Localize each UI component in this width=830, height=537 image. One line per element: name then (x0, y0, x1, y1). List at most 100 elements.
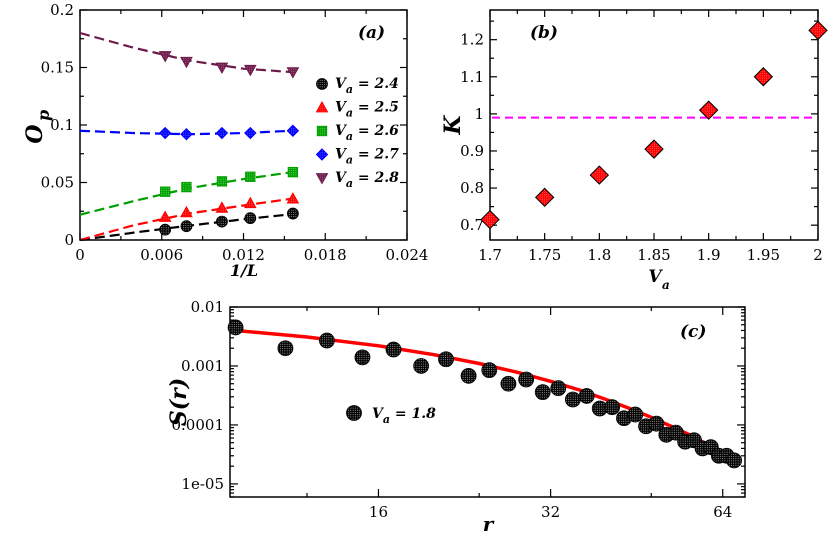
panel-c-fit-line (235, 328, 736, 466)
panel-a-ylabel: O p (22, 110, 53, 144)
legend-label-3: Va = 2.7 (335, 147, 399, 167)
y-tick-label: 0.7 (460, 216, 484, 234)
data-point (534, 384, 551, 401)
data-point (627, 406, 644, 423)
data-point (698, 100, 719, 120)
panel-c-label: (c) (680, 322, 706, 342)
x-tick-label: 2 (813, 246, 823, 264)
panel-b-points (480, 20, 828, 230)
data-point-series-2 (245, 171, 256, 182)
x-tick-label: 1.8 (587, 246, 611, 264)
legend-marker-2 (316, 125, 328, 137)
y-tick-label: 0.2 (50, 1, 74, 19)
legend-label-1: Va = 2.5 (335, 100, 399, 120)
data-point (564, 391, 581, 408)
y-tick-label: 0.001 (181, 357, 224, 375)
y-tick-label: 0.9 (460, 142, 484, 160)
data-point-series-0 (286, 207, 299, 220)
y-tick-label: 1.2 (460, 31, 484, 49)
panel-c-ylabel: S(r) (166, 378, 192, 426)
data-point (500, 375, 517, 392)
data-point (578, 388, 595, 404)
y-tick-label: 0.15 (41, 59, 74, 77)
panel-a-legend: Va = 2.4 Va = 2.5 Va = 2.6 Va = 2.7 Va = 2.8 (315, 76, 399, 190)
legend-marker-4 (315, 173, 329, 185)
data-point (534, 187, 555, 208)
data-point (518, 371, 535, 388)
data-point-series-4 (215, 62, 229, 75)
x-tick-label: 0 (75, 246, 85, 264)
data-point (753, 67, 774, 87)
panel-c-frame (229, 306, 746, 498)
data-point-series-4 (243, 64, 257, 77)
legend-marker (346, 405, 362, 421)
legend-label-0: Va = 2.4 (335, 76, 399, 96)
y-tick-label: 0.8 (460, 179, 484, 197)
data-point (480, 209, 500, 230)
panel-b-xlabel: V a (648, 267, 669, 292)
y-tick-label: 1e-05 (181, 475, 224, 493)
data-point-series-3 (215, 126, 229, 140)
data-point (648, 415, 665, 432)
x-tick-label: 1.75 (528, 246, 561, 264)
panel-c-ticks: 16 32 64 1e-05 0.0001 0.001 0.01 (172, 298, 745, 521)
y-tick-label: 0 (64, 231, 74, 249)
data-point-series-1 (158, 210, 172, 222)
legend-marker-3 (315, 148, 329, 161)
panel-a-label: (a) (358, 23, 385, 43)
panel-a-ylabel-main: O (22, 124, 48, 143)
data-point-series-1 (243, 196, 257, 209)
y-tick-label: 1 (474, 105, 484, 123)
data-point (413, 358, 430, 374)
data-point (319, 332, 335, 349)
y-tick-label: 0.01 (191, 298, 224, 316)
data-point (808, 20, 828, 41)
legend-marker-0 (316, 78, 328, 90)
panel-b-label: (b) (530, 23, 558, 43)
panel-a-ylabel-sub: p (34, 110, 53, 121)
data-point (460, 367, 477, 384)
data-point-series-3 (180, 127, 193, 141)
panel-b: 1.7 1.75 1.8 1.85 1.9 1.95 2 0.7 0.8 0.9 1 1.1 1.2 (… (440, 9, 828, 292)
panel-a-ticks: 0 0.006 0.012 0.018 0.024 0 0.05 0.1 0.15 0.2 (41, 1, 429, 264)
data-point-series-1 (286, 192, 300, 204)
panel-b-ylabel: K (440, 115, 466, 136)
x-tick-label: 64 (713, 503, 732, 521)
legend-marker-1 (315, 100, 329, 113)
data-point-series-1 (215, 201, 229, 213)
data-point-series-0 (159, 223, 172, 236)
legend-label: Va = 1.8 (372, 406, 436, 426)
y-tick-label: 0.05 (41, 174, 74, 192)
panel-a-xlabel: 1/L (230, 261, 258, 280)
data-point (550, 380, 567, 397)
panel-c-xlabel: r (483, 512, 495, 536)
data-point-series-4 (158, 51, 172, 63)
data-point (385, 341, 402, 358)
x-tick-label: 0.012 (222, 246, 265, 264)
data-point-series-3 (244, 126, 257, 140)
data-point-series-4 (180, 56, 193, 69)
panel-c-legend: Va = 1.8 (346, 405, 436, 426)
x-tick-label: 0.006 (140, 246, 183, 264)
x-tick-label: 1.7 (478, 246, 502, 264)
data-point-series-0 (244, 212, 257, 225)
legend-label-2: Va = 2.6 (335, 123, 399, 143)
x-tick-label: 0.018 (304, 246, 347, 264)
data-point (726, 452, 743, 469)
data-point-series-3 (286, 124, 300, 137)
data-point-series-2 (216, 176, 228, 187)
data-point (227, 319, 244, 336)
y-tick-label: 0.1 (50, 116, 74, 134)
data-point-series-4 (286, 67, 300, 79)
x-tick-label: 16 (369, 503, 388, 521)
panel-c-points (227, 319, 743, 469)
data-point-series-2 (181, 181, 192, 193)
panel-b-xlabel-sub: a (662, 278, 670, 292)
panel-b-frame (489, 9, 819, 241)
fit-curve-1 (79, 197, 293, 242)
data-point (644, 139, 664, 159)
y-tick-label: 0.0001 (172, 416, 225, 434)
data-point-series-2 (159, 186, 171, 197)
